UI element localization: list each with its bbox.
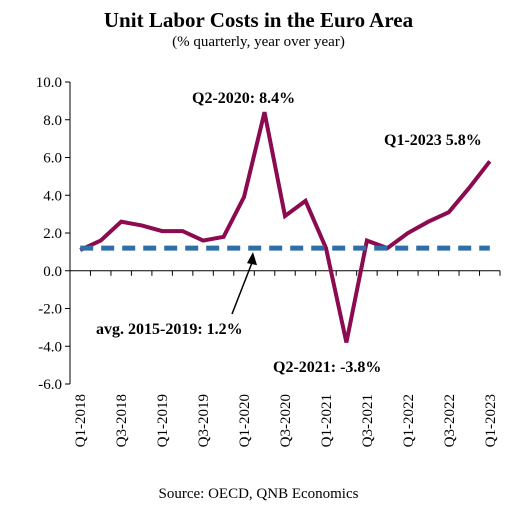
y-tick-label: 0.0 — [43, 264, 62, 280]
series-layer — [79, 111, 492, 343]
x-tick-label: Q3-2022 — [442, 394, 458, 447]
x-tick-label: Q1-2019 — [155, 394, 171, 447]
average-arrow-head — [247, 252, 257, 266]
chart-title: Unit Labor Costs in the Euro Area — [103, 8, 414, 32]
x-tick-label: Q3-2018 — [114, 394, 130, 447]
y-tick-label: 8.0 — [43, 113, 62, 129]
y-tick-label: 10.0 — [36, 75, 62, 91]
x-tick-label: Q1-2020 — [237, 394, 253, 447]
annotation-peak-q2-2020: Q2-2020: 8.4% — [192, 90, 295, 107]
source-note: Source: OECD, QNB Economics — [158, 486, 359, 502]
x-tick-label: Q1-2018 — [73, 394, 89, 447]
y-tick-label: -6.0 — [38, 377, 62, 393]
line-chart: 10.08.06.04.02.00.0-2.0-4.0-6.0 Q1-2018 Q… — [36, 75, 501, 447]
x-axis-ticks: Q1-2018 Q3-2018 Q1-2019 Q3-2019 Q1-2020 Q3-20… — [69, 270, 501, 447]
annotation-last-q1-2023: Q1-2023 5.8% — [384, 132, 482, 149]
unit-labor-cost-line — [79, 111, 492, 343]
x-tick-label: Q1-2023 — [483, 394, 499, 447]
y-tick-label: 6.0 — [43, 151, 62, 167]
x-tick-label: Q1-2022 — [401, 394, 417, 447]
annotations-layer: Q2-2020: 8.4% Q1-2023 5.8% Q2-2021: -3.8% a… — [96, 90, 482, 376]
x-tick-label: Q1-2021 — [319, 394, 335, 447]
x-tick-label: Q3-2020 — [278, 394, 294, 447]
chart-subtitle: (% quarterly, year over year) — [172, 34, 345, 50]
x-tick-label: Q3-2021 — [360, 394, 376, 447]
annotation-trough-q2-2021: Q2-2021: -3.8% — [273, 359, 381, 376]
annotation-average: avg. 2015-2019: 1.2% — [96, 321, 243, 338]
y-tick-label: -4.0 — [38, 339, 62, 355]
axes — [69, 82, 500, 384]
average-arrow-shaft — [231, 259, 254, 315]
y-axis-ticks: 10.0 8.0 6.0 4.0 2.0 0.0 -2.0 -4.0 -6.0 — [36, 75, 70, 393]
x-tick-label: Q3-2019 — [196, 394, 212, 447]
y-tick-label: 4.0 — [43, 188, 62, 204]
y-tick-label: -2.0 — [38, 302, 62, 318]
y-tick-label: 2.0 — [43, 226, 62, 242]
